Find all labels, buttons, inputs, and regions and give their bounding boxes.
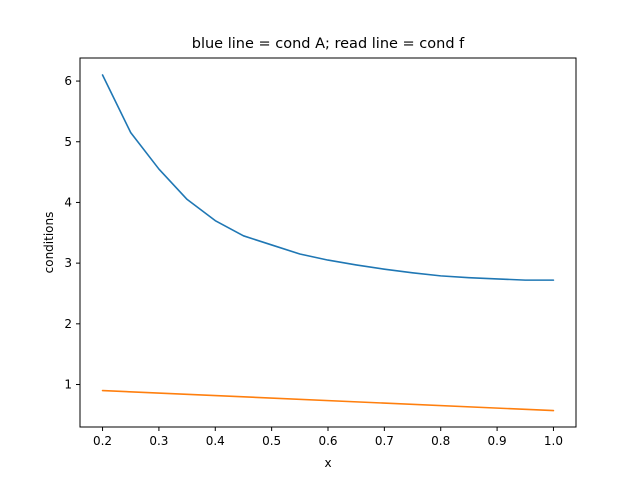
x-tick-label: 0.9: [488, 434, 507, 448]
y-tick-label: 1: [64, 378, 72, 392]
x-tick-label: 0.3: [149, 434, 168, 448]
x-tick-label: 0.2: [93, 434, 112, 448]
y-tick-label: 4: [64, 195, 72, 209]
x-tick-label: 0.5: [262, 434, 281, 448]
chart-title: blue line = cond A; read line = cond f: [192, 36, 465, 52]
x-axis-label: x: [324, 456, 331, 470]
y-axis-label: conditions: [42, 212, 56, 274]
x-tick-label: 0.8: [431, 434, 450, 448]
series-line-1: [101, 74, 555, 281]
y-axis: 1 2 3 4 5 6: [64, 74, 80, 392]
series-layer: [101, 74, 555, 412]
y-tick-label: 3: [64, 256, 72, 270]
y-tick-label: 2: [64, 317, 72, 331]
y-tick-label: 5: [64, 135, 72, 149]
y-tick-label: 6: [64, 74, 72, 88]
series-line-2: [101, 389, 555, 412]
x-tick-label: 0.6: [318, 434, 337, 448]
x-tick-label: 0.4: [206, 434, 225, 448]
x-axis: 0.2 0.3 0.4 0.5 0.6 0.7 0.8 0.9 1.0: [93, 427, 563, 448]
x-tick-label: 0.7: [375, 434, 394, 448]
x-tick-label: 1.0: [544, 434, 563, 448]
